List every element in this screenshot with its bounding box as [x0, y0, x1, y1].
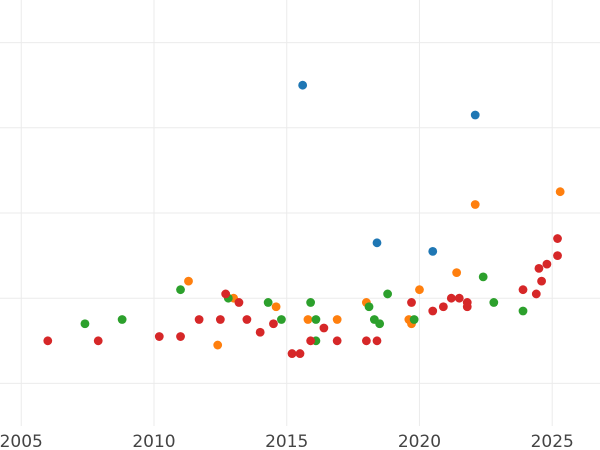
point-series-1-1 — [213, 340, 223, 350]
x-tick-label-2020: 2020 — [398, 432, 441, 450]
point-series-0-3 — [428, 246, 438, 256]
x-axis-ticks: 2005 2010 2015 2020 2025 — [0, 432, 574, 450]
point-series-3-12 — [295, 349, 305, 358]
point-series-2-6 — [306, 298, 316, 307]
point-series-2-11 — [375, 319, 385, 329]
point-series-3-7 — [234, 298, 244, 307]
point-series-2-15 — [489, 298, 499, 307]
point-series-2-12 — [383, 289, 393, 299]
point-series-2-1 — [117, 315, 127, 324]
x-tick-label-2025: 2025 — [531, 432, 574, 450]
point-series-3-9 — [255, 327, 265, 337]
point-series-1-12 — [555, 187, 565, 197]
point-series-3-5 — [215, 315, 225, 324]
point-series-1-0 — [184, 276, 193, 286]
point-series-3-22 — [454, 293, 464, 303]
point-series-2-5 — [277, 315, 286, 324]
grid — [0, 0, 600, 426]
point-series-1-4 — [303, 315, 313, 324]
data-points — [43, 80, 565, 358]
point-series-3-3 — [176, 332, 185, 341]
point-series-1-11 — [470, 200, 480, 209]
point-series-3-31 — [553, 251, 562, 260]
point-series-0-2 — [372, 238, 382, 248]
point-series-2-0 — [80, 319, 90, 329]
point-series-3-24 — [462, 298, 472, 307]
point-series-2-2 — [176, 285, 185, 295]
point-series-3-26 — [531, 289, 541, 299]
point-series-2-14 — [478, 272, 488, 282]
x-tick-label-2015: 2015 — [265, 432, 308, 450]
point-series-2-13 — [409, 315, 419, 324]
point-series-3-11 — [287, 349, 297, 358]
point-series-2-4 — [263, 298, 273, 307]
point-series-1-5 — [332, 315, 342, 324]
point-series-3-30 — [553, 234, 562, 243]
point-series-2-16 — [518, 306, 528, 316]
point-series-3-20 — [438, 302, 448, 312]
point-series-2-9 — [364, 302, 374, 312]
point-series-3-1 — [93, 336, 103, 346]
point-series-3-14 — [319, 323, 329, 333]
point-series-3-8 — [242, 315, 252, 324]
point-series-3-18 — [407, 298, 416, 307]
point-series-3-19 — [428, 306, 438, 316]
point-series-0-1 — [470, 110, 480, 120]
point-series-3-13 — [306, 336, 316, 346]
point-series-3-17 — [372, 336, 382, 346]
point-series-3-0 — [43, 336, 53, 346]
point-series-1-3 — [271, 302, 281, 312]
point-series-1-9 — [415, 285, 424, 295]
point-series-3-25 — [518, 285, 528, 295]
point-series-0-0 — [298, 80, 308, 90]
point-series-2-7 — [311, 315, 321, 324]
x-tick-label-2010: 2010 — [132, 432, 175, 450]
point-series-3-10 — [269, 319, 278, 329]
point-series-3-29 — [542, 259, 552, 269]
point-series-3-27 — [534, 263, 544, 273]
x-tick-label-2005: 2005 — [0, 432, 43, 450]
point-series-3-2 — [154, 332, 164, 341]
point-series-3-28 — [537, 276, 546, 286]
point-series-3-6 — [221, 289, 231, 299]
point-series-1-10 — [452, 268, 462, 278]
point-series-3-16 — [361, 336, 371, 346]
point-series-3-15 — [332, 336, 342, 346]
point-series-3-21 — [446, 293, 456, 303]
point-series-3-4 — [194, 315, 204, 324]
